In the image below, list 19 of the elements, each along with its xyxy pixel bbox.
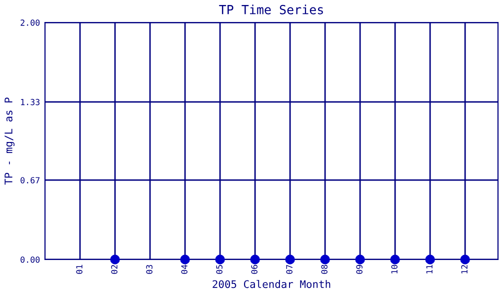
y-axis-title: TP - mg/L as P (4, 98, 15, 185)
x-axis-title: 2005 Calendar Month (212, 280, 330, 288)
x-tick-label: 12 (461, 265, 468, 274)
x-tick-label: 04 (181, 264, 188, 274)
x-tick-label: 07 (286, 264, 292, 274)
x-tick-label: 03 (146, 264, 152, 274)
x-tick-label: 11 (426, 264, 432, 274)
x-tick-label: 08 (321, 264, 328, 274)
y-tick-label: 0.00 (20, 256, 40, 263)
x-tick-label: 09 (356, 264, 363, 274)
y-tick-label: 0.67 (20, 177, 40, 184)
y-tick-label: 1.33 (21, 98, 40, 106)
x-tick-label: 06 (251, 264, 258, 274)
x-tick-label: 02 (111, 265, 118, 274)
x-tick-label: 01 (76, 264, 82, 274)
chart-title: TP Time Series (219, 4, 323, 14)
x-tick-label: 10 (391, 264, 398, 274)
x-tick-label: 05 (216, 265, 222, 274)
y-tick-label: 2.00 (20, 20, 40, 26)
